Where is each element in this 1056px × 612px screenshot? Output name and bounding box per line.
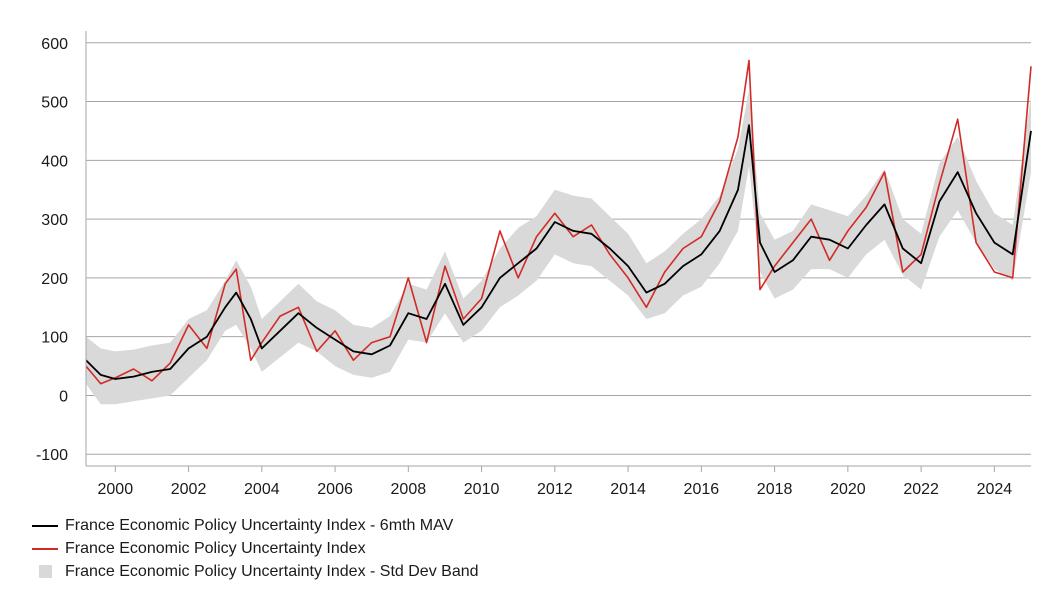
legend-swatch-band <box>39 565 52 578</box>
x-tick-label: 2022 <box>903 481 939 498</box>
x-tick-label: 2020 <box>830 481 866 498</box>
x-tick-label: 2016 <box>684 481 720 498</box>
legend-label-band: France Economic Policy Uncertainty Index… <box>65 562 479 580</box>
x-tick-label: 2010 <box>464 481 500 498</box>
band-layer <box>86 89 1031 405</box>
x-tick-label: 2024 <box>977 481 1013 498</box>
y-tick-label: 300 <box>41 212 68 229</box>
x-tick-label: 2012 <box>537 481 573 498</box>
x-tick-label: 2006 <box>317 481 353 498</box>
y-tick-label: 100 <box>41 330 68 347</box>
legend-swatch-index <box>32 547 58 550</box>
legend-swatch-mav <box>32 524 58 527</box>
y-tick-label: -100 <box>36 447 68 464</box>
y-tick-label: 0 <box>59 388 68 405</box>
x-tick-label: 2018 <box>757 481 793 498</box>
line-chart: -100 0 100 200 300 400 500 600 2000 2002 2004 2006 2… <box>36 31 1032 498</box>
x-tick-label: 2002 <box>171 481 207 498</box>
y-tick-label: 400 <box>41 153 68 170</box>
y-tick-label: 500 <box>41 95 68 112</box>
x-tick-label: 2004 <box>244 481 280 498</box>
series-line-mav <box>85 124 1032 380</box>
x-tick-label: 2008 <box>391 481 427 498</box>
series-line-index <box>85 59 1032 385</box>
series-layer <box>85 59 1032 385</box>
legend: France Economic Policy Uncertainty Index… <box>32 514 479 583</box>
std-dev-band <box>86 89 1031 405</box>
axis-layer: -100 0 100 200 300 400 500 600 2000 2002 2004 2006 2… <box>36 31 1031 498</box>
legend-label-mav: France Economic Policy Uncertainty Index… <box>65 516 454 534</box>
x-tick-label: 2014 <box>610 481 646 498</box>
legend-item-mav: France Economic Policy Uncertainty Index… <box>32 514 479 537</box>
y-tick-label: 600 <box>41 36 68 53</box>
legend-item-band: France Economic Policy Uncertainty Index… <box>32 560 479 583</box>
y-tick-label: 200 <box>41 271 68 288</box>
x-tick-label: 2000 <box>98 481 134 498</box>
legend-item-index: France Economic Policy Uncertainty Index <box>32 537 479 560</box>
legend-label-index: France Economic Policy Uncertainty Index <box>65 539 366 557</box>
